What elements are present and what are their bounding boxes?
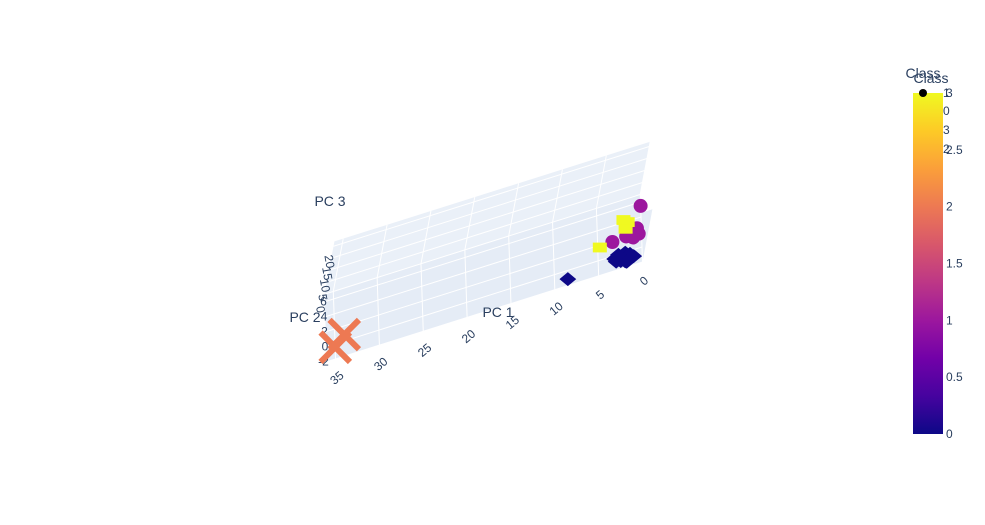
- grid-line-z: [333, 146, 650, 247]
- grid-line-x: [376, 277, 380, 346]
- colorbar-tick-label: 3: [946, 86, 953, 100]
- back-wall-xz: [326, 209, 653, 362]
- data-point-square: [618, 223, 633, 234]
- x-tick-label: 0: [637, 273, 651, 288]
- grid-line-x: [595, 155, 607, 209]
- x-tick-label: 5: [593, 287, 607, 302]
- grid-line-z: [331, 158, 648, 259]
- legend[interactable]: Class 1 0 3 2: [905, 65, 950, 156]
- y-tick-label: 6: [320, 295, 327, 309]
- grid-line-z: [326, 182, 643, 283]
- x-axis-title: PC 1: [482, 304, 513, 320]
- legend-entry-label: 3: [943, 123, 950, 137]
- colorbar-tick-label: 2: [946, 200, 953, 214]
- y-axis-title: PC 2: [289, 309, 320, 325]
- colorbar-gradient: [913, 93, 943, 434]
- grid-line-x: [552, 169, 563, 223]
- grid-line-x: [464, 249, 468, 318]
- grid-line-y: [324, 201, 641, 303]
- colorbar-tick-label: 2.5: [946, 143, 963, 157]
- data-point-square: [592, 242, 607, 253]
- legend-entry-label: 2: [943, 142, 950, 156]
- grid-line-x: [508, 183, 520, 237]
- data-point-diamond: [610, 247, 627, 262]
- z-tick-label: 20: [321, 254, 337, 270]
- legend-entry[interactable]: 2: [943, 142, 950, 156]
- z-axis-title: PC 3: [314, 193, 345, 209]
- x-tick-label: 25: [415, 340, 434, 360]
- legend-marker: [919, 89, 927, 97]
- grid-line-y: [326, 261, 643, 363]
- colorbar-tick-label: 1.5: [946, 257, 963, 271]
- colorbar: Class 00.511.522.53: [913, 70, 963, 441]
- z-tick-label: 0: [313, 305, 328, 314]
- x-tick-label: 20: [459, 326, 478, 346]
- z-tick-label: 15: [319, 266, 335, 282]
- legend-entry[interactable]: 0: [943, 104, 950, 118]
- data-point-diamond: [559, 272, 577, 287]
- grid-line-z: [324, 194, 641, 295]
- z-tick-label: 10: [317, 278, 333, 294]
- grid-line-x: [376, 224, 388, 278]
- axis-titles: PC 3 PC 2 PC 1: [289, 193, 513, 325]
- grid-line-y: [326, 246, 643, 348]
- grid-line-y: [325, 216, 642, 318]
- grid-line-x: [420, 263, 424, 332]
- back-wall-top: [324, 141, 651, 295]
- grid-line-y: [325, 231, 642, 333]
- legend-entry[interactable]: 1: [919, 86, 950, 100]
- colorbar-tick-label: 0.5: [946, 370, 963, 384]
- legend-title: Class: [905, 65, 940, 81]
- colorbar-tick-label: 0: [946, 427, 953, 441]
- data-point-diamond: [621, 246, 639, 261]
- y-tick-label: 4: [321, 310, 328, 324]
- colorbar-title: Class: [913, 70, 948, 86]
- legend-entry-label: 1: [943, 86, 950, 100]
- grid-line-x: [552, 222, 556, 290]
- data-point-square: [616, 215, 631, 225]
- grid-line-z: [328, 170, 645, 271]
- data-point-circle: [633, 198, 648, 213]
- data-point-circle: [605, 234, 620, 249]
- x-tick-label: 35: [327, 368, 346, 388]
- legend-entry[interactable]: 3: [943, 123, 950, 137]
- y-tick-label: 2: [321, 325, 328, 339]
- y-tick-label: 0: [322, 340, 329, 354]
- grid-line-x: [595, 208, 600, 276]
- colorbar-tick-label: 1: [946, 313, 953, 327]
- x-tick-label: 10: [547, 299, 566, 319]
- grid-line-x: [420, 210, 432, 264]
- data-point-circle: [626, 230, 641, 245]
- grid-line-x: [508, 236, 512, 304]
- x-tick-label: 30: [371, 354, 390, 374]
- grid-line-x: [332, 238, 344, 292]
- grid-line-x: [639, 141, 651, 195]
- grid-line-x: [464, 197, 476, 250]
- z-tick-label: 5: [315, 293, 330, 302]
- data-point-x: [318, 330, 353, 365]
- colorbar-ticks: 00.511.522.53: [946, 86, 963, 441]
- legend-entry-label: 0: [943, 104, 950, 118]
